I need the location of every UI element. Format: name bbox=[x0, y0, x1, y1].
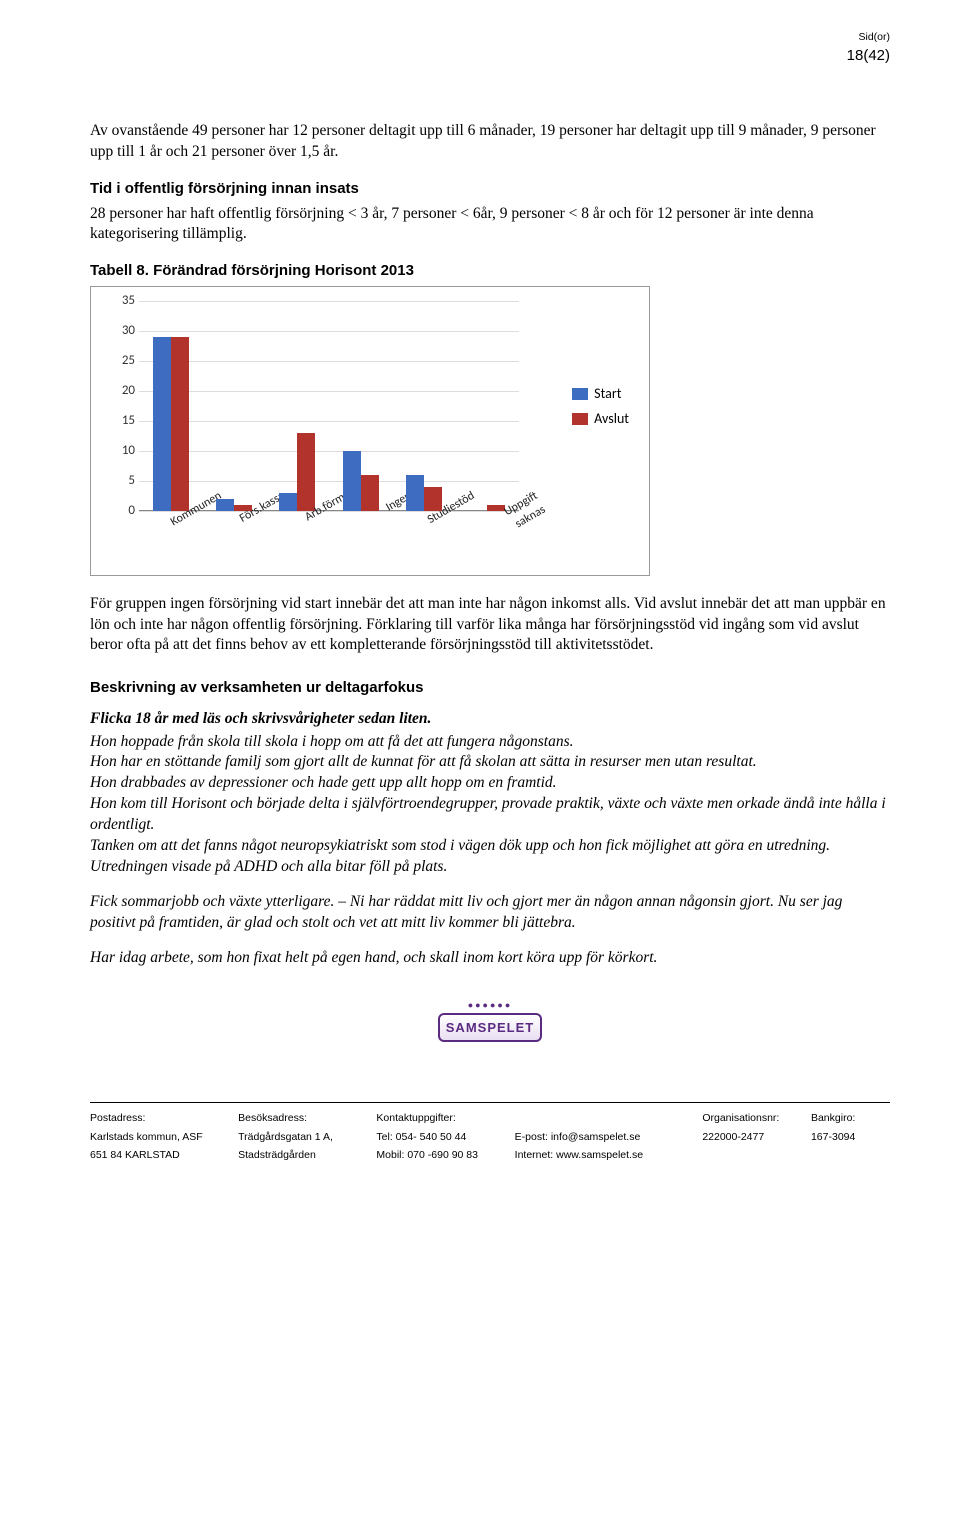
paragraph-3: För gruppen ingen försörjning vid start … bbox=[90, 594, 890, 657]
footer-r1c6: 167-3094 bbox=[811, 1128, 890, 1146]
italic-body-2: Fick sommarjobb och växte ytterligare. –… bbox=[90, 892, 890, 934]
chart-plot-area: 05101520253035KommunenFörs.kassaArb.förm… bbox=[139, 301, 519, 511]
footer-r2c5 bbox=[702, 1146, 811, 1164]
bar-start bbox=[343, 451, 361, 511]
gridline bbox=[139, 451, 519, 452]
gridline bbox=[139, 361, 519, 362]
legend-avslut: Avslut bbox=[572, 410, 629, 429]
xtick-label: Uppgift saknas bbox=[472, 488, 549, 551]
ytick-label: 25 bbox=[103, 352, 135, 370]
footer-r2c1: 651 84 KARLSTAD bbox=[90, 1146, 238, 1164]
ytick-label: 15 bbox=[103, 412, 135, 430]
bar-start bbox=[153, 337, 171, 511]
legend-swatch-avslut bbox=[572, 413, 588, 425]
legend-swatch-start bbox=[572, 388, 588, 400]
logo-wrap: ●●●●●● SAMSPELET bbox=[90, 999, 890, 1043]
ytick-label: 10 bbox=[103, 442, 135, 460]
ytick-label: 5 bbox=[103, 472, 135, 490]
footer-r1c5: 222000-2477 bbox=[702, 1128, 811, 1146]
ytick-label: 20 bbox=[103, 382, 135, 400]
table-title: Tabell 8. Förändrad försörjning Horisont… bbox=[90, 261, 890, 281]
legend-label-start: Start bbox=[594, 385, 621, 404]
sidor-label: Sid(or) bbox=[90, 30, 890, 44]
footer-r2c3: Mobil: 070 -690 90 83 bbox=[376, 1146, 514, 1164]
legend-label-avslut: Avslut bbox=[594, 410, 629, 429]
gridline bbox=[139, 391, 519, 392]
footer: Postadress: Besöksadress: Kontaktuppgift… bbox=[90, 1109, 890, 1164]
footer-h3: Kontaktuppgifter: bbox=[376, 1109, 514, 1127]
footer-r2c4: Internet: www.samspelet.se bbox=[515, 1146, 703, 1164]
heading-beskrivning: Beskrivning av verksamheten ur deltagarf… bbox=[90, 678, 890, 698]
gridline bbox=[139, 331, 519, 332]
logo-text: SAMSPELET bbox=[438, 1013, 542, 1043]
italic-title: Flicka 18 år med läs och skrivsvårighete… bbox=[90, 709, 890, 730]
footer-h1: Postadress: bbox=[90, 1109, 238, 1127]
gridline bbox=[139, 301, 519, 302]
footer-r2c6 bbox=[811, 1146, 890, 1164]
footer-h4 bbox=[515, 1109, 703, 1127]
gridline bbox=[139, 481, 519, 482]
ytick-label: 0 bbox=[103, 502, 135, 520]
footer-h6: Bankgiro: bbox=[811, 1109, 890, 1127]
bar-avslut bbox=[297, 433, 315, 511]
bar-start bbox=[279, 493, 297, 511]
gridline bbox=[139, 421, 519, 422]
italic-body-3: Har idag arbete, som hon fixat helt på e… bbox=[90, 948, 890, 969]
footer-r1c4: E-post: info@samspelet.se bbox=[515, 1128, 703, 1146]
footer-h2: Besöksadress: bbox=[238, 1109, 376, 1127]
footer-r2c2: Stadsträdgården bbox=[238, 1146, 376, 1164]
ytick-label: 35 bbox=[103, 292, 135, 310]
italic-body-1: Hon hoppade från skola till skola i hopp… bbox=[90, 732, 890, 878]
heading-insats: Tid i offentlig försörjning innan insats bbox=[90, 179, 890, 199]
footer-r1c2: Trädgårdsgatan 1 A, bbox=[238, 1128, 376, 1146]
footer-separator bbox=[90, 1102, 890, 1103]
xtick-label: Förs.kassa bbox=[219, 488, 288, 537]
ytick-label: 30 bbox=[103, 322, 135, 340]
page-number: 18(42) bbox=[90, 46, 890, 66]
chart-legend: Start Avslut bbox=[572, 385, 629, 435]
bar-start bbox=[406, 475, 424, 511]
chart-container: 05101520253035KommunenFörs.kassaArb.förm… bbox=[90, 286, 650, 576]
bar-start bbox=[216, 499, 234, 511]
footer-row-1: Karlstads kommun, ASF Trädgårdsgatan 1 A… bbox=[90, 1128, 890, 1146]
legend-start: Start bbox=[572, 385, 629, 404]
bar-avslut bbox=[171, 337, 189, 511]
footer-row-2: 651 84 KARLSTAD Stadsträdgården Mobil: 0… bbox=[90, 1146, 890, 1164]
footer-header-row: Postadress: Besöksadress: Kontaktuppgift… bbox=[90, 1109, 890, 1127]
logo-people-icon: ●●●●●● bbox=[90, 999, 890, 1011]
footer-r1c1: Karlstads kommun, ASF bbox=[90, 1128, 238, 1146]
paragraph-2: 28 personer har haft offentlig försörjni… bbox=[90, 204, 890, 246]
footer-r1c3: Tel: 054- 540 50 44 bbox=[376, 1128, 514, 1146]
footer-h5: Organisationsnr: bbox=[702, 1109, 811, 1127]
paragraph-1: Av ovanstående 49 personer har 12 person… bbox=[90, 121, 890, 163]
